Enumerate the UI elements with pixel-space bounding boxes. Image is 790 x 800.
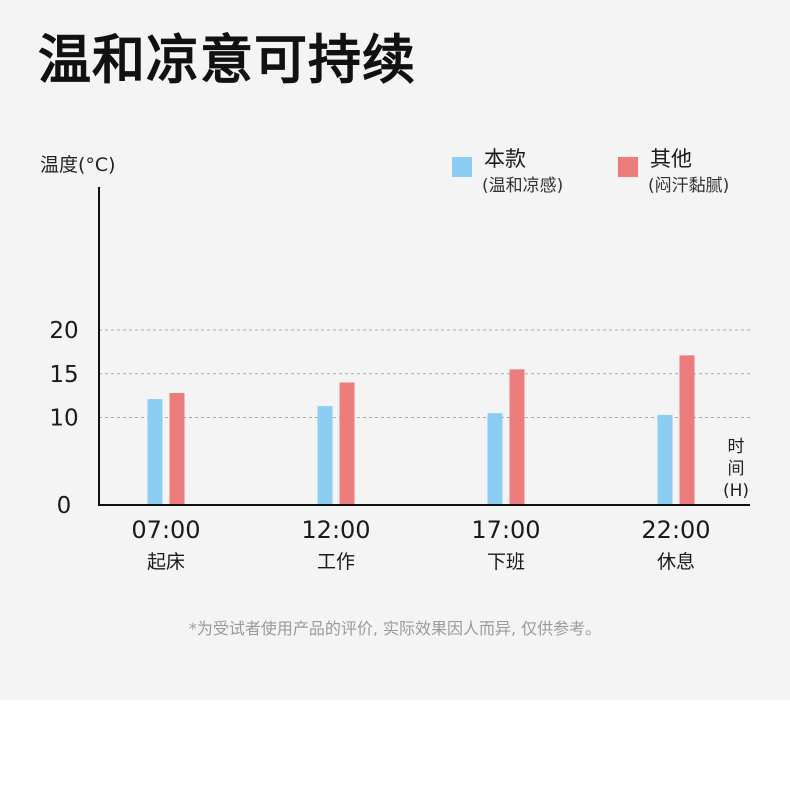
bar-other	[509, 369, 525, 505]
x-tick-sublabel: 下班	[487, 551, 525, 573]
x-tick-label: 22:00	[641, 516, 710, 544]
legend-sub-other: (闷汗黏腻)	[648, 176, 730, 196]
chart-panel	[0, 0, 790, 700]
y-tick-label: 0	[57, 493, 72, 519]
x-tick-label: 12:00	[301, 516, 370, 544]
page-title: 温和凉意可持续	[38, 30, 416, 91]
x-tick-sublabel: 起床	[147, 551, 185, 573]
y-tick-label: 15	[49, 362, 78, 388]
bar-other	[169, 393, 185, 505]
x-tick-label: 07:00	[131, 516, 200, 544]
bar-ours	[317, 406, 333, 505]
y-axis-label: 温度(°C)	[40, 154, 116, 176]
x-axis-label-part: 间	[727, 459, 745, 479]
bar-other	[339, 382, 355, 505]
x-tick-label: 17:00	[471, 516, 540, 544]
x-axis-label-part: (H)	[722, 481, 750, 501]
bar-other	[679, 355, 695, 505]
legend-swatch-ours	[452, 157, 472, 177]
legend-sub-ours: (温和凉感)	[482, 176, 564, 196]
footnote: *为受试者使用产品的评价, 实际效果因人而异, 仅供参考。	[188, 619, 602, 638]
bar-ours	[657, 414, 673, 505]
legend-swatch-other	[618, 157, 638, 177]
y-tick-label: 20	[49, 318, 78, 344]
bar-chart: 0 10 15 20 07:00 起床 12:00 工作 17:00 下班 22:00 休息	[49, 187, 750, 573]
x-tick-sublabel: 休息	[657, 551, 695, 573]
x-tick-sublabel: 工作	[317, 551, 355, 573]
legend-name-other: 其他	[650, 147, 692, 171]
bar-ours	[487, 413, 503, 505]
x-axis-label: 时 间 (H)	[718, 436, 754, 502]
y-tick-label: 10	[49, 406, 78, 432]
bar-ours	[147, 399, 163, 505]
legend-name-ours: 本款	[484, 147, 526, 171]
x-axis-label-part: 时	[727, 437, 745, 457]
